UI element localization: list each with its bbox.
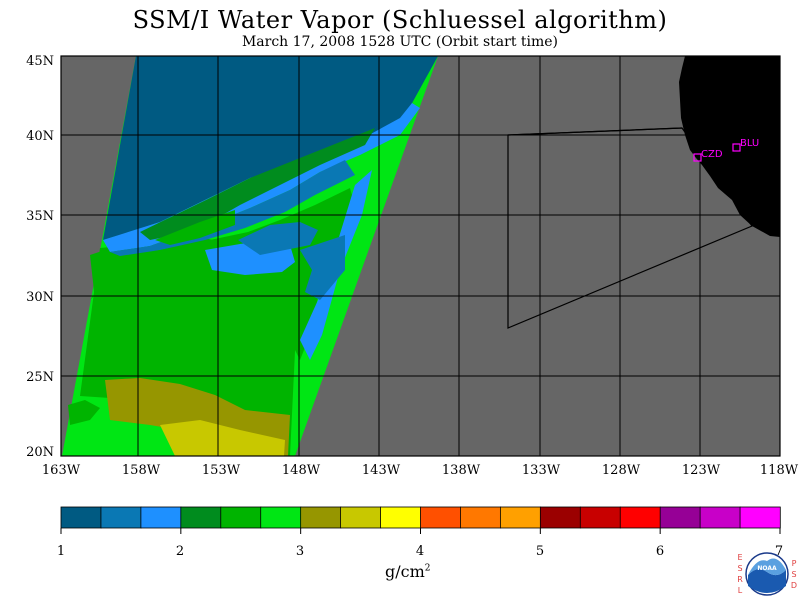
lon-label: 118W [760,463,799,478]
colorbar-swatch [460,506,502,529]
colorbar-tick-label: 1 [57,544,65,559]
colorbar-swatch [539,506,581,529]
svg-text:NOAA: NOAA [757,565,777,572]
logo-letter: R [737,575,743,584]
colorbar-swatch [579,506,621,529]
colorbar [60,506,781,534]
longitude-labels: 163W 158W 153W 148W 143W 138W 133W 128W … [42,463,799,478]
lon-label: 138W [442,463,481,478]
colorbar-swatch [420,506,462,529]
map-title: SSM/I Water Vapor (Schluessel algorithm) [132,6,668,34]
lon-label: 123W [682,463,721,478]
map-subtitle: March 17, 2008 1528 UTC (Orbit start tim… [241,34,559,50]
colorbar-swatch [699,506,741,529]
colorbar-swatch [140,506,182,529]
logo-letter: L [738,586,743,595]
colorbar-swatch [499,506,542,529]
swath-low-vapor [103,56,438,240]
colorbar-swatch [659,506,701,529]
lon-label: 153W [202,463,241,478]
colorbar-tick-labels: 1 2 3 4 5 6 7 [57,544,783,559]
latitude-labels: 45N 40N 35N 30N 25N 20N [26,54,54,460]
graticule [61,56,780,456]
lat-label: 45N [26,54,54,69]
lon-label: 148W [282,463,321,478]
logo-letter: P [792,559,797,568]
lon-label: 128W [602,463,641,478]
noaa-esrl-psd-logo: E S R L P S D NOAA [735,548,799,598]
logo-letter: S [737,564,742,573]
colorbar-tick-label: 3 [296,544,304,559]
lat-label: 30N [26,290,54,305]
lat-label: 20N [26,445,54,460]
colorbar-tick-label: 5 [536,544,544,559]
colorbar-swatch [220,506,262,529]
colorbar-tick-label: 2 [176,544,184,559]
station-marker-czd [693,153,702,162]
station-label-blu: BLU [740,138,759,149]
colorbar-swatch [340,506,382,529]
colorbar-swatch [60,506,102,529]
lon-label: 143W [362,463,401,478]
outlined-region-box [507,127,753,329]
lat-label: 35N [26,209,54,224]
colorbar-tick-label: 6 [656,544,664,559]
station-label-czd: CZD [701,149,723,160]
logo-letter: S [791,570,796,579]
colorbar-swatch [180,506,222,529]
station-marker-blu [732,143,741,152]
logo-letter: D [791,581,797,590]
lat-label: 40N [26,129,54,144]
colorbar-swatch [380,506,422,529]
lon-label: 163W [42,463,81,478]
colorbar-swatch [100,506,142,529]
colorbar-unit: g/cm2 [385,562,431,581]
land-mass [679,56,780,237]
colorbar-swatch [300,506,342,529]
station-markers: CZD BLU [693,138,759,162]
colorbar-tick-label: 7 [775,544,783,559]
colorbar-swatch [260,506,302,529]
colorbar-swatch [739,506,781,529]
data-swath [62,56,438,456]
lon-label: 158W [122,463,161,478]
lon-label: 133W [522,463,561,478]
plot-frame [60,55,781,457]
colorbar-swatch [619,506,661,529]
colorbar-tick-label: 4 [416,544,424,559]
logo-letter: E [737,553,742,562]
lat-label: 25N [26,370,54,385]
